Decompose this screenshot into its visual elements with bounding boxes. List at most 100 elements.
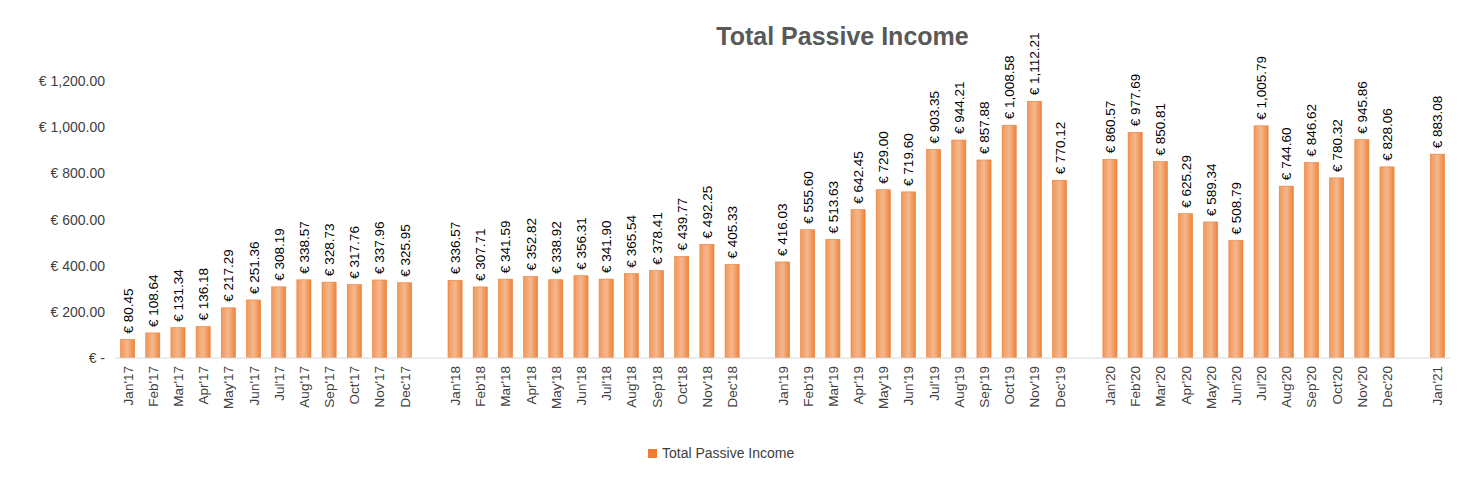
data-label: € 513.63 [826, 181, 841, 234]
data-label: € 977.69 [1128, 74, 1143, 127]
bar [1027, 101, 1041, 358]
data-label: € 744.60 [1279, 128, 1294, 181]
data-label: € 883.08 [1430, 96, 1445, 149]
data-label: € 642.45 [851, 151, 866, 204]
x-tick-label: Apr'19 [851, 366, 866, 405]
data-label: € 555.60 [801, 171, 816, 224]
bar [1380, 167, 1394, 358]
y-tick-label: € 1,000.00 [39, 119, 105, 135]
data-label: € 108.64 [146, 274, 161, 327]
bar [775, 262, 789, 358]
bar [1002, 125, 1016, 358]
bar [272, 287, 286, 358]
data-label: € 341.59 [498, 221, 513, 274]
x-tick-label: Aug'17 [297, 366, 312, 408]
background [0, 0, 1474, 486]
x-tick-label: Jul'17 [272, 366, 287, 401]
bar [725, 264, 739, 358]
bar [927, 149, 941, 358]
bar [1103, 159, 1117, 358]
bar [1204, 222, 1218, 358]
bar [398, 283, 412, 358]
x-tick-label: Jul'19 [927, 366, 942, 401]
bar [952, 140, 966, 358]
x-tick-label: Oct'19 [1002, 366, 1017, 405]
y-tick [111, 311, 115, 312]
bar [1053, 180, 1067, 358]
bar [826, 239, 840, 358]
bar [1254, 126, 1268, 358]
bar [1304, 163, 1318, 358]
data-label: € 136.18 [196, 268, 211, 321]
bar [1430, 154, 1444, 358]
data-label: € 251.36 [247, 241, 262, 294]
data-label: € 729.00 [876, 131, 891, 184]
y-tick [111, 219, 115, 220]
bar [322, 282, 336, 358]
data-label: € 719.60 [901, 133, 916, 186]
x-tick-label: Jan'21 [1430, 366, 1445, 405]
bars [121, 101, 1445, 358]
x-tick-label: Nov'18 [700, 366, 715, 408]
x-tick-label: May'17 [221, 366, 236, 409]
x-tick-label: Jan'20 [1103, 366, 1118, 405]
bar [650, 271, 664, 358]
data-label: € 307.71 [473, 228, 488, 281]
x-tick-label: Jun'18 [574, 366, 589, 405]
bar [1279, 186, 1293, 358]
bar [1128, 132, 1142, 358]
bar [901, 192, 915, 358]
data-label: € 405.33 [725, 206, 740, 259]
x-tick-label: Jun'19 [901, 366, 916, 405]
x-tick-label: Mar'18 [498, 366, 513, 407]
x-tick-label: Dec'19 [1053, 366, 1068, 408]
x-tick-label: Jan'17 [121, 366, 136, 405]
y-tick [111, 81, 115, 82]
bar [297, 280, 311, 358]
x-tick-label: Sep'19 [977, 366, 992, 408]
x-tick-label: Dec'17 [398, 366, 413, 408]
data-label: € 416.03 [776, 203, 791, 256]
x-tick-label: May'20 [1204, 366, 1219, 409]
data-label: € 1,112.21 [1027, 32, 1042, 95]
y-tick-label: € 800.00 [51, 165, 106, 181]
x-tick-label: Oct'20 [1330, 366, 1345, 405]
data-label: € 325.95 [398, 224, 413, 277]
data-label: € 317.76 [347, 226, 362, 279]
bar [372, 280, 386, 358]
x-tick-label: Aug'20 [1279, 366, 1294, 408]
data-label: € 338.57 [297, 221, 312, 274]
bar [524, 277, 538, 358]
x-tick-label: Sep'20 [1304, 366, 1319, 408]
x-tick-label: Apr'17 [196, 366, 211, 405]
data-label: € 308.19 [272, 228, 287, 281]
data-label: € 1,005.79 [1254, 56, 1269, 120]
data-label: € 944.21 [952, 81, 967, 134]
bar [448, 280, 462, 358]
bar [146, 333, 160, 358]
bar [851, 210, 865, 358]
data-label: € 770.12 [1053, 122, 1068, 175]
bar [574, 276, 588, 358]
data-label: € 850.81 [1153, 103, 1168, 156]
y-tick-label: € 200.00 [51, 304, 106, 320]
x-tick-label: Jul'20 [1254, 366, 1269, 401]
bar [1355, 140, 1369, 358]
data-label: € 439.77 [675, 198, 690, 251]
bar [1330, 178, 1344, 358]
bar [347, 285, 361, 358]
x-tick-label: Apr'20 [1179, 366, 1194, 405]
bar [121, 339, 135, 358]
bar [473, 287, 487, 358]
data-label: € 337.96 [372, 221, 387, 274]
x-tick-label: Sep'17 [322, 366, 337, 408]
data-label: € 857.88 [977, 101, 992, 154]
legend-swatch [648, 449, 657, 458]
bar [675, 256, 689, 358]
x-tick-label: Dec'20 [1380, 366, 1395, 408]
x-axis [115, 358, 1450, 359]
y-tick-label: € 400.00 [51, 258, 106, 274]
x-tick-label: Dec'18 [725, 366, 740, 408]
y-tick [111, 173, 115, 174]
x-tick-label: Oct'18 [675, 366, 690, 405]
